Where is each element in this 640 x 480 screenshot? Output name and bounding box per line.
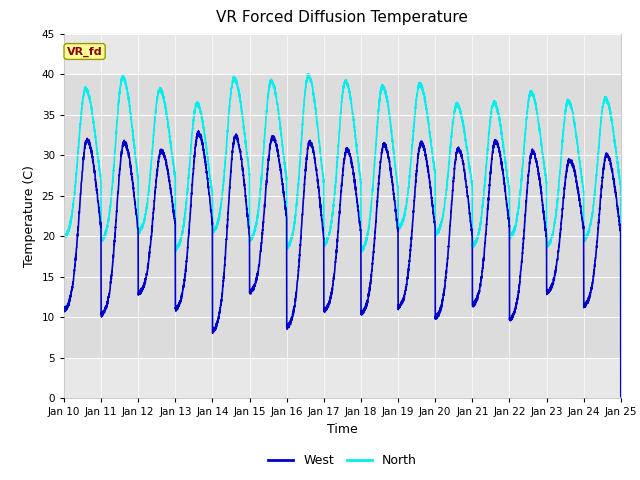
Text: VR_fd: VR_fd <box>67 47 102 57</box>
Legend: West, North: West, North <box>263 449 422 472</box>
X-axis label: Time: Time <box>327 423 358 436</box>
Bar <box>64 74 621 358</box>
Title: VR Forced Diffusion Temperature: VR Forced Diffusion Temperature <box>216 11 468 25</box>
Y-axis label: Temperature (C): Temperature (C) <box>23 165 36 267</box>
